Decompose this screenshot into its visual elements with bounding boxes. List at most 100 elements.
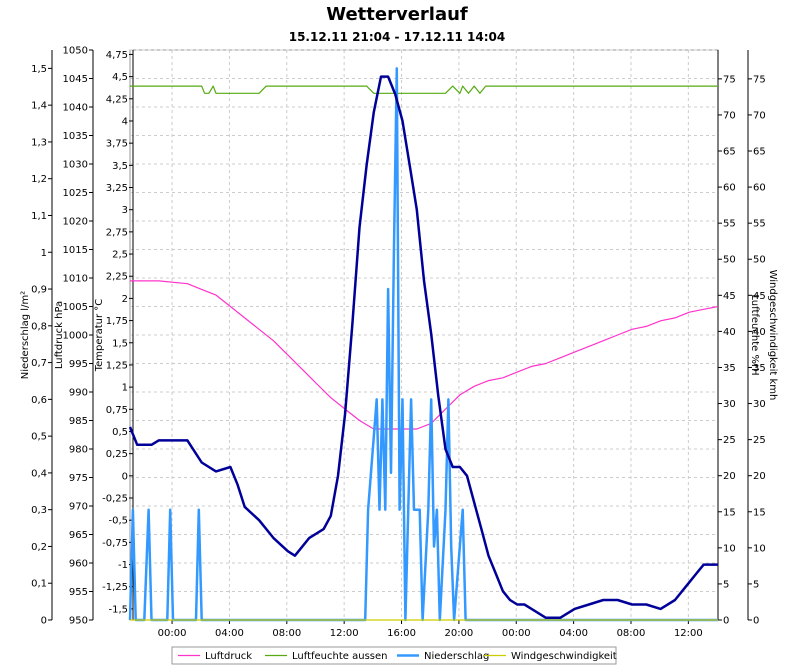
x-tick-label: 00:00 [158, 628, 187, 639]
temperatur-tick-label: 3,5 [112, 161, 128, 172]
niederschlag-tick-label: 1,3 [31, 137, 47, 148]
windgeschwindigkeit-tick-label: 20 [753, 471, 766, 482]
x-tick-label: 20:00 [444, 628, 473, 639]
luftfeuchte-tick-label: 45 [723, 291, 736, 302]
grid [129, 49, 719, 621]
plot-area [128, 67, 719, 622]
luftdruck-tick-label: 985 [69, 416, 88, 427]
x-tick-label: 12:00 [674, 628, 703, 639]
luftfeuchte-tick-label: 75 [723, 74, 736, 85]
luftdruck-tick-label: 1035 [63, 131, 88, 142]
niederschlag-tick-label: 1,1 [31, 211, 47, 222]
temperatur-tick-label: -0,25 [102, 494, 128, 505]
x-tick-label: 08:00 [272, 628, 301, 639]
temperatur-tick-label: 1,25 [106, 360, 128, 371]
temperatur-tick-label: 3,75 [106, 139, 128, 150]
luftfeuchte-tick-label: 5 [723, 579, 729, 590]
temperatur-tick-label: -0,75 [102, 538, 128, 549]
windgeschwindigkeit-tick-label: 35 [753, 363, 766, 374]
series-luftdruck [130, 280, 719, 430]
chart-title: Wetterverlauf [326, 4, 468, 25]
luftfeuchte-tick-label: 55 [723, 219, 736, 230]
luftdruck-tick-label: 980 [69, 445, 88, 456]
x-tick-label: 12:00 [330, 628, 359, 639]
niederschlag-tick-label: 0,1 [31, 579, 47, 590]
chart-subtitle: 15.12.11 21:04 - 17.12.11 14:04 [289, 30, 506, 44]
windgeschwindigkeit-tick-label: 50 [753, 255, 766, 266]
niederschlag-axis-title: Niederschlag l/m² [20, 291, 31, 379]
luftdruck-tick-label: 955 [69, 587, 88, 598]
luftdruck-tick-label: 1015 [63, 245, 88, 256]
temperatur-tick-label: -1 [118, 560, 128, 571]
luftfeuchte-tick-label: 15 [723, 507, 736, 518]
legend-label-niederschlag: Niederschlag [424, 651, 489, 662]
temperatur-tick-label: 4,25 [106, 94, 128, 105]
temperatur-tick-label: 2,25 [106, 272, 128, 283]
windgeschwindigkeit-tick-label: 75 [753, 74, 766, 85]
temperatur-tick-label: 3,25 [106, 183, 128, 194]
legend-label-luftdruck: Luftdruck [205, 651, 252, 662]
luftdruck-tick-label: 1005 [63, 302, 88, 313]
x-tick-label: 08:00 [617, 628, 646, 639]
temperatur-tick-label: 0,5 [112, 427, 128, 438]
windgeschwindigkeit-tick-label: 30 [753, 399, 766, 410]
luftfeuchte-tick-label: 70 [723, 110, 736, 121]
x-tick-label: 04:00 [215, 628, 244, 639]
temperatur-tick-label: -0,5 [108, 516, 128, 527]
niederschlag-tick-label: 0,9 [31, 285, 47, 296]
windgeschwindigkeit-tick-label: 5 [753, 579, 759, 590]
windgeschwindigkeit-tick-label: 45 [753, 291, 766, 302]
luftdruck-tick-label: 1025 [63, 188, 88, 199]
legend-label-wind: Windgeschwindigkeit [511, 651, 617, 662]
luftdruck-tick-label: 950 [69, 616, 88, 627]
luftfeuchte-tick-label: 25 [723, 435, 736, 446]
windgeschwindigkeit-axis-title: Windgeschwindigkeit kmh [767, 270, 778, 401]
temperatur-tick-label: 2 [122, 294, 128, 305]
luftfeuchte-tick-label: 65 [723, 147, 736, 158]
luftfeuchte-tick-label: 0 [723, 616, 729, 627]
niederschlag-tick-label: 1,5 [31, 64, 47, 75]
luftdruck-tick-label: 1030 [63, 160, 88, 171]
niederschlag-tick-label: 0,7 [31, 358, 47, 369]
temperatur-tick-label: 3 [122, 205, 128, 216]
temperatur-tick-label: 0,25 [106, 449, 128, 460]
temperatur-tick-label: 2,5 [112, 250, 128, 261]
axes: 00:00 04:00 08:00 12:00 16:00 20:00 00:00 04:00… [20, 46, 778, 640]
x-tick-label: 00:00 [502, 628, 531, 639]
luftfeuchte-tick-label: 40 [723, 327, 736, 338]
luftdruck-tick-label: 970 [69, 502, 88, 513]
luftdruck-tick-label: 990 [69, 388, 88, 399]
x-tick-label: 04:00 [559, 628, 588, 639]
niederschlag-tick-label: 0,6 [31, 395, 47, 406]
windgeschwindigkeit-tick-label: 40 [753, 327, 766, 338]
temperatur-tick-label: 4,75 [106, 50, 128, 61]
windgeschwindigkeit-tick-label: 15 [753, 507, 766, 518]
windgeschwindigkeit-tick-label: 60 [753, 183, 766, 194]
windgeschwindigkeit-tick-label: 0 [753, 616, 759, 627]
series-temperatur [128, 75, 718, 620]
x-tick-label: 16:00 [387, 628, 416, 639]
luftdruck-tick-label: 1010 [63, 274, 88, 285]
niederschlag-tick-label: 0 [41, 616, 47, 627]
luftdruck-tick-label: 965 [69, 530, 88, 541]
luftdruck-axis-title: Luftdruck hPa [54, 301, 65, 369]
luftdruck-tick-label: 995 [69, 359, 88, 370]
niederschlag-tick-label: 0,8 [31, 321, 47, 332]
niederschlag-tick-label: 1 [41, 248, 47, 259]
series-luftfeuchte-aussen [130, 85, 718, 94]
luftfeuchte-axis-title: Luftfeuchte %rH [749, 294, 760, 375]
niederschlag-tick-label: 0,3 [31, 505, 47, 516]
temperatur-tick-label: 1,5 [112, 338, 128, 349]
niederschlag-tick-label: 1,4 [31, 101, 47, 112]
windgeschwindigkeit-tick-label: 70 [753, 110, 766, 121]
luftfeuchte-tick-label: 35 [723, 363, 736, 374]
luftdruck-tick-label: 975 [69, 473, 88, 484]
windgeschwindigkeit-tick-label: 25 [753, 435, 766, 446]
windgeschwindigkeit-tick-label: 10 [753, 543, 766, 554]
temperatur-tick-label: -1,5 [108, 604, 128, 615]
niederschlag-tick-label: 0,4 [31, 468, 47, 479]
temperatur-tick-label: 1 [122, 383, 128, 394]
luftfeuchte-tick-label: 50 [723, 255, 736, 266]
windgeschwindigkeit-tick-label: 65 [753, 147, 766, 158]
